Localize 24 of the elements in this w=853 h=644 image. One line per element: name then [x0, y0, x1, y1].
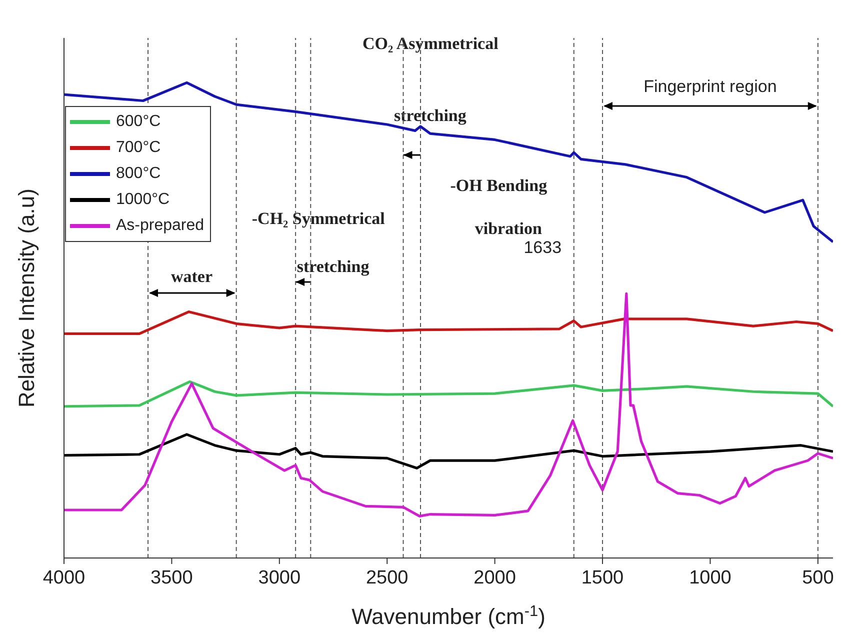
- x-tick-label: 1000: [689, 567, 732, 588]
- annotation: stretching: [394, 106, 467, 125]
- legend-label: 1000°C: [116, 191, 170, 209]
- x-tick-label: 1500: [581, 567, 624, 588]
- legend-label: 700°C: [116, 139, 161, 157]
- annotation: water: [170, 267, 213, 286]
- legend-label: 800°C: [116, 165, 161, 183]
- x-tick-label: 3000: [258, 567, 301, 588]
- y-axis-title: Relative Intensity (a.u): [14, 188, 39, 408]
- x-tick-label: 2000: [474, 567, 516, 588]
- x-tick-label: 3500: [150, 567, 193, 588]
- x-tick-label: 4000: [42, 567, 86, 588]
- x-axis-title: Wavenumber (cm$^{-1}$): [352, 602, 546, 629]
- annotation: -CH₂ Symmetrical: [252, 209, 386, 228]
- x-tick-label: 2500: [366, 567, 408, 588]
- annotation: 1633: [524, 238, 562, 257]
- annotation: Fingerprint region: [644, 77, 777, 96]
- legend-label: As-prepared: [116, 217, 204, 235]
- annotation: -OH Bending: [450, 176, 548, 195]
- annotation: vibration: [474, 219, 542, 238]
- x-tick-label: 500: [802, 567, 834, 588]
- legend-label: 600°C: [116, 113, 161, 131]
- annotation: stretching: [296, 257, 370, 276]
- text: CO₂ Asymmetrical: [362, 34, 499, 53]
